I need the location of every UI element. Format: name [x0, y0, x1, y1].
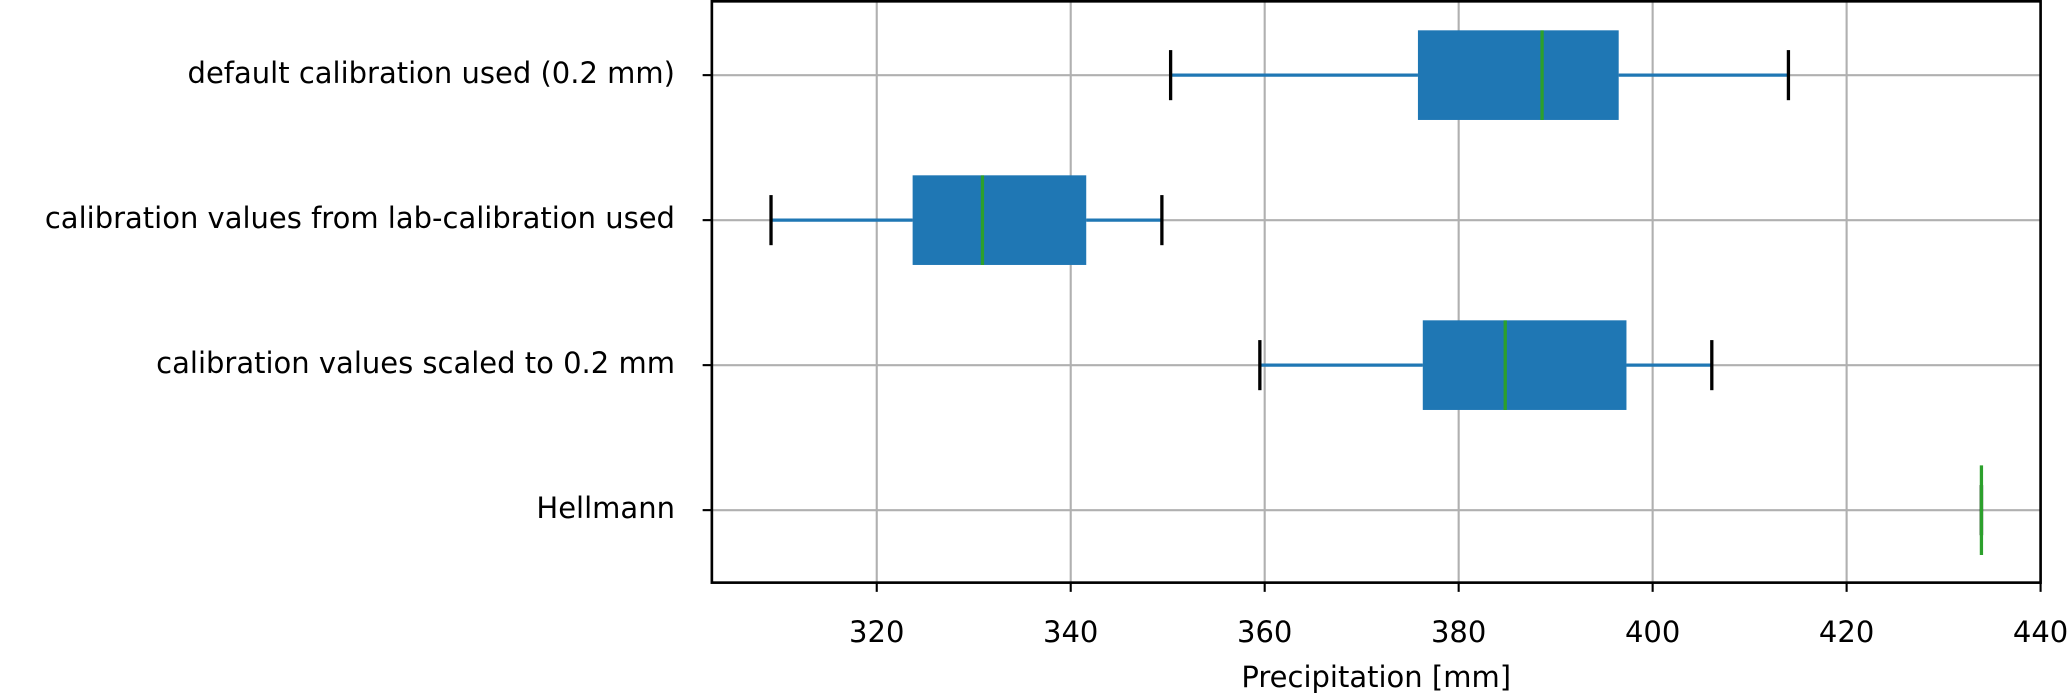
y-tick-label: calibration values from lab-calibration …	[45, 201, 675, 235]
y-tick-label: Hellmann	[536, 491, 675, 525]
x-tick-label: 400	[1625, 615, 1680, 649]
x-tick-label: 420	[1819, 615, 1874, 649]
box	[1417, 30, 1619, 120]
y-tick-label: default calibration used (0.2 mm)	[188, 56, 675, 90]
y-tick-label: calibration values scaled to 0.2 mm	[156, 346, 675, 380]
box	[912, 175, 1087, 265]
x-tick-label: 440	[2013, 615, 2067, 649]
x-axis-label: Precipitation [mm]	[1241, 660, 1511, 694]
box	[1422, 320, 1627, 410]
x-tick-label: 380	[1431, 615, 1486, 649]
plot-frame	[710, 0, 2042, 584]
x-tick-label: 320	[849, 615, 904, 649]
x-tick-label: 340	[1043, 615, 1098, 649]
x-tick-label: 360	[1237, 615, 1292, 649]
